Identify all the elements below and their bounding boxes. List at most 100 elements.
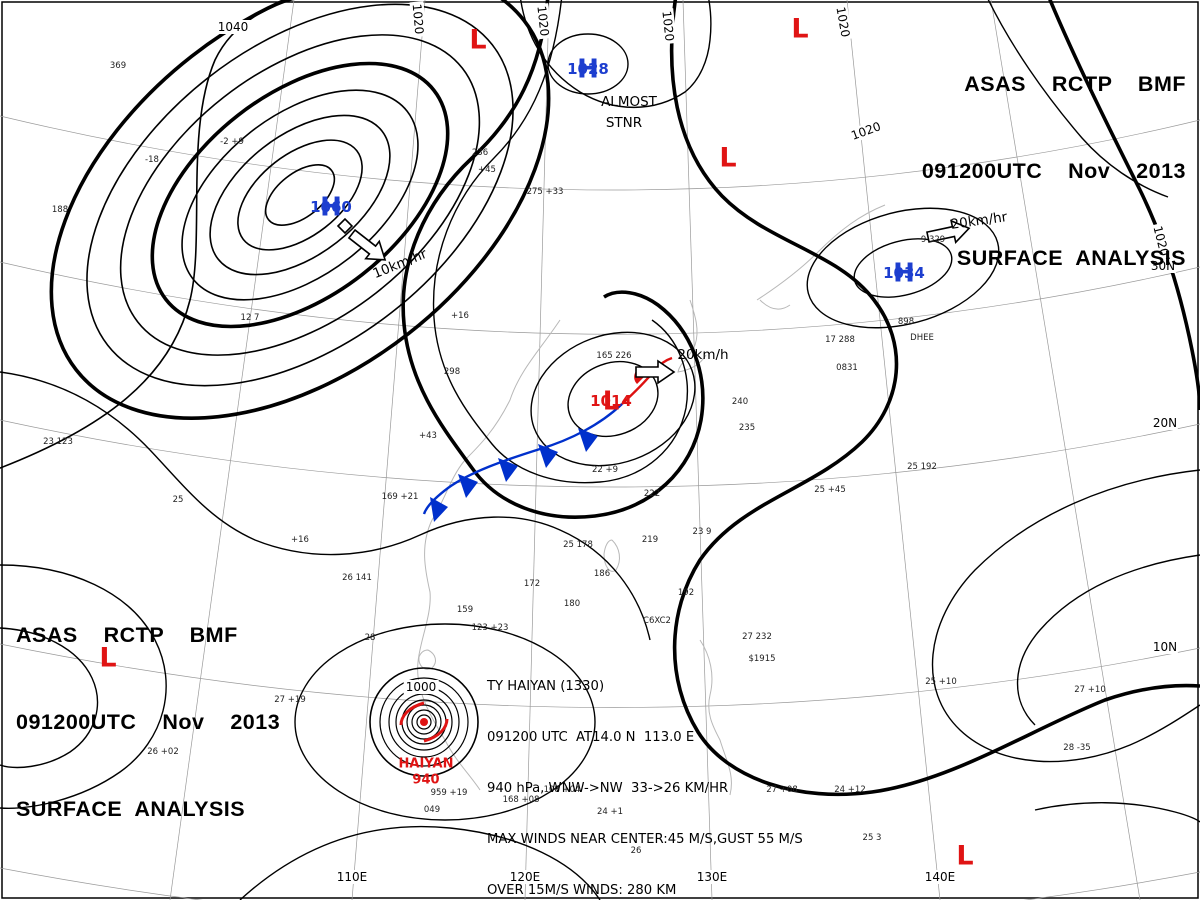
station-plot: 369 xyxy=(109,61,127,71)
typhoon-info-line: OVER 15M/S WINDS: 280 KM xyxy=(487,883,677,898)
title-line: SURFACE ANALYSIS xyxy=(956,246,1186,270)
isobar-label: 1000 xyxy=(403,680,439,694)
coastline xyxy=(699,639,732,796)
station-plot: 25 +10 xyxy=(925,677,957,687)
pressure-center-value: 1034 xyxy=(883,264,925,283)
isobar-path xyxy=(669,0,1200,797)
station-plot: 12 7 xyxy=(240,313,260,323)
movement-label: STNR xyxy=(605,115,643,131)
graticule-line xyxy=(0,115,1200,191)
pressure-center-letter: L xyxy=(602,386,620,417)
typhoon-arm xyxy=(399,701,425,726)
station-plot: 236 xyxy=(471,148,489,158)
movement-diamond xyxy=(336,217,354,235)
isobar-path xyxy=(0,0,295,469)
station-plot: +16 xyxy=(291,535,309,545)
isobar-path xyxy=(931,469,1200,763)
station-plot: +43 xyxy=(419,431,437,441)
station-plot: 049 xyxy=(423,805,441,815)
typhoon-info-line: TY HAIYAN (1330) xyxy=(487,679,605,694)
isobar-path xyxy=(395,693,453,751)
station-plot: 25 3 xyxy=(862,833,882,843)
station-plot: 959 +19 xyxy=(430,788,468,798)
isobar-path xyxy=(209,114,391,276)
station-plot: 222 xyxy=(643,489,661,499)
station-plot: +16 xyxy=(451,311,469,321)
station-plot: C6XC2 xyxy=(643,616,671,626)
graticule-line xyxy=(682,0,713,900)
movement-arrows xyxy=(336,217,971,385)
graticule-line xyxy=(169,0,295,900)
station-plot: 25 178 xyxy=(563,540,593,550)
station-plot: 25 +45 xyxy=(814,485,846,495)
isobar-path xyxy=(1034,802,1200,823)
station-plot: 188 xyxy=(51,205,69,215)
isobar-path xyxy=(401,0,705,519)
typhoon-info-line: MAX WINDS NEAR CENTER:45 M/S,GUST 55 M/S xyxy=(487,832,803,847)
coastline xyxy=(677,299,707,373)
isobar-path xyxy=(406,704,442,740)
isobar-path xyxy=(150,61,450,329)
isobar-path xyxy=(567,360,659,438)
station-plot: 159 xyxy=(456,605,474,615)
typhoon-info-block: TY HAIYAN (1330) 091200 UTC AT14.0 N 113… xyxy=(487,644,803,900)
graticule-line xyxy=(0,419,1200,488)
isobar-path xyxy=(853,238,953,298)
cold-front-triangle xyxy=(538,444,558,468)
isobar-path xyxy=(520,0,712,108)
pressure-center-value: 1014 xyxy=(590,392,632,411)
low-marker: L xyxy=(956,840,974,872)
isobar-path xyxy=(416,714,432,730)
station-plot: 898 xyxy=(897,317,915,327)
low-marker: L xyxy=(99,642,117,674)
station-plot: 28 xyxy=(364,633,376,643)
lon-label: 140E xyxy=(923,870,957,884)
isobar-path xyxy=(1016,554,1200,726)
cold-front-triangle xyxy=(578,428,598,452)
title-block-top-right: ASAS RCTP BMF 091200UTC Nov 2013 SURFACE… xyxy=(922,12,1186,331)
station-plot: 165 226 xyxy=(596,351,632,361)
isobar-path xyxy=(181,89,419,301)
station-plot: -2 +9 xyxy=(220,137,244,147)
station-plot: 25 xyxy=(172,495,184,505)
pressure-center-letter: H xyxy=(577,54,599,85)
pressure-center-value: 1060 xyxy=(310,198,352,217)
isobar-path xyxy=(432,0,689,484)
station-plot: 23 123 xyxy=(43,437,73,447)
typhoon-arm xyxy=(423,718,449,743)
isobar-label: 1020 xyxy=(409,1,427,37)
station-plot: 22 +9 xyxy=(591,465,619,475)
lon-label: 130E xyxy=(695,870,729,884)
lat-label: 20N xyxy=(1151,416,1179,430)
lat-label: 10N xyxy=(1151,640,1179,654)
typhoon-info-line: 940 hPa, WNW->NW 33->26 KM/HR xyxy=(487,781,729,796)
station-plot: 123 +23 xyxy=(471,623,509,633)
lat-label: 30N xyxy=(1149,259,1177,273)
graticule-line xyxy=(351,0,426,900)
movement-arrow xyxy=(926,219,971,245)
cold-front-pips xyxy=(430,428,598,522)
station-plot: 186 xyxy=(593,569,611,579)
pressure-center-letter: H xyxy=(320,192,342,223)
graticule-line xyxy=(0,867,1200,900)
station-plot: 192 xyxy=(677,588,695,598)
station-plot: 108 +04 xyxy=(543,785,581,795)
station-plot: 180 xyxy=(563,599,581,609)
isobar-path xyxy=(530,331,696,467)
station-plot: -18 xyxy=(145,155,159,165)
station-plot: 172 xyxy=(523,579,541,589)
movement-arrow xyxy=(347,228,387,261)
coastline xyxy=(759,299,791,310)
isobar-path xyxy=(239,825,601,900)
pressure-center-value: 1028 xyxy=(567,60,609,79)
station-plot: 24 +1 xyxy=(596,807,624,817)
isobar-label: 1040 xyxy=(215,20,251,34)
coastline xyxy=(603,539,620,572)
station-plot: 27 +10 xyxy=(1074,685,1106,695)
isobar-path xyxy=(0,371,651,641)
typhoon-symbol xyxy=(399,701,449,743)
cold-front-triangle xyxy=(458,474,478,498)
cold-front-triangle xyxy=(430,497,448,522)
movement-label: ALMOST xyxy=(601,94,657,110)
